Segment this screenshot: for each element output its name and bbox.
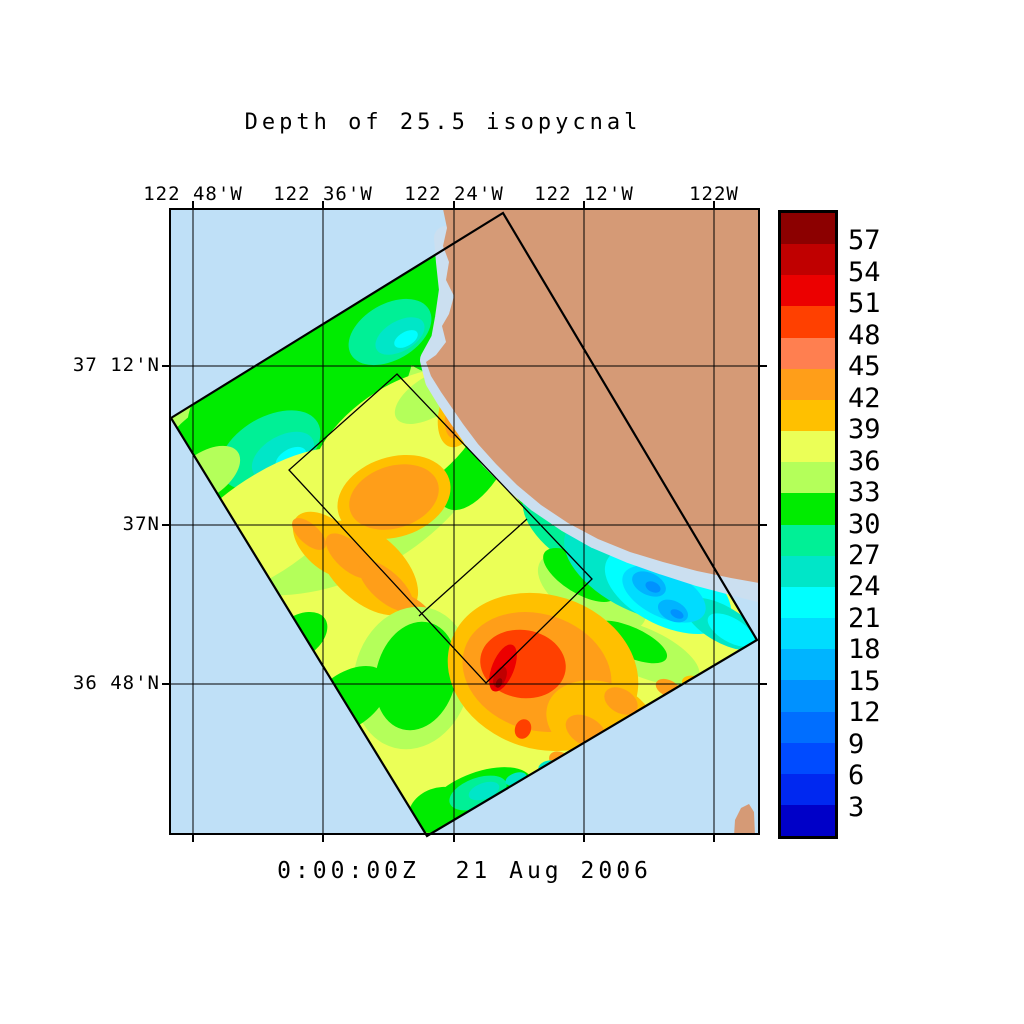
colorbar-segment [781, 244, 835, 276]
x-tick-label: 122 36'W [273, 183, 373, 205]
colorbar-segment [781, 618, 835, 650]
colorbar-segment [781, 742, 835, 774]
survey-divider-line [418, 518, 528, 617]
contour-blob [645, 581, 661, 593]
inner-survey-box [288, 373, 593, 684]
colorbar-tick-label: 15 [848, 665, 881, 697]
colorbar-segment [781, 368, 835, 400]
colorbar-tick-label: 48 [848, 319, 881, 351]
colorbar-tick-label: 57 [848, 225, 881, 257]
colorbar-segment [781, 680, 835, 712]
colorbar-segment [781, 275, 835, 307]
time-caption: 0:00:00Z 21 Aug 2006 [277, 858, 652, 884]
colorbar-tick-label: 12 [848, 697, 881, 729]
colorbar-segment [781, 524, 835, 556]
colorbar-segment [781, 804, 835, 837]
y-tick-label: 36 48'N [72, 672, 160, 694]
axis-ticks [162, 201, 767, 842]
contour-blob [394, 330, 418, 348]
colorbar-segment [781, 493, 835, 525]
colorbar-segment [781, 555, 835, 587]
colorbar-segment [781, 462, 835, 494]
contour-blob [468, 781, 500, 801]
contour-blob [604, 687, 638, 715]
x-tick-label: 122 24'W [404, 183, 504, 205]
contour-blob [495, 678, 503, 688]
colorbar-segment [781, 337, 835, 369]
colorbar-tick-label: 36 [848, 445, 881, 477]
colorbar-segment [781, 773, 835, 805]
colorbar-segment [781, 711, 835, 743]
x-tick-label: 122 48'W [143, 183, 243, 205]
colorbar-tick-label: 3 [848, 791, 865, 823]
colorbar-tick-label: 45 [848, 351, 881, 383]
y-tick-label: 37 12'N [72, 354, 160, 376]
colorbar-tick-label: 9 [848, 728, 865, 760]
colorbar-tick-label: 24 [848, 571, 881, 603]
colorbar-segment [781, 586, 835, 619]
colorbar-tick-label: 33 [848, 477, 881, 509]
plot-frame [169, 208, 760, 835]
colorbar-tick-label: 6 [848, 760, 865, 792]
contour-blob [349, 464, 439, 530]
land-islet [734, 804, 755, 834]
contour-blob [292, 518, 326, 550]
swath-outline [169, 211, 759, 838]
plot-area [170, 209, 759, 834]
contour-blob [374, 621, 458, 731]
colorbar-segment [781, 213, 835, 245]
contour-blob [707, 613, 755, 647]
page-title: Depth of 25.5 isopycnal [244, 110, 642, 135]
colorbar-tick-label: 54 [848, 256, 881, 288]
colorbar-segment [781, 431, 835, 463]
colorbar-tick-label: 30 [848, 508, 881, 540]
colorbar-tick-label: 18 [848, 634, 881, 666]
colorbar-tick-label: 21 [848, 602, 881, 634]
colorbar-segment [781, 649, 835, 681]
x-tick-label: 122 12'W [534, 183, 634, 205]
colorbar-tick-label: 51 [848, 288, 881, 320]
colorbar [778, 210, 838, 839]
colorbar-segment [781, 306, 835, 338]
coastline-land [426, 209, 759, 583]
colorbar-segment [781, 399, 835, 432]
colorbar-tick-label: 42 [848, 382, 881, 414]
contour-blob [514, 719, 532, 739]
y-tick-label: 37N [122, 513, 160, 535]
x-tick-label: 122W [689, 183, 739, 205]
colorbar-tick-label: 39 [848, 414, 881, 446]
gridlines [170, 209, 759, 834]
contour-blob [670, 609, 684, 619]
colorbar-tick-label: 27 [848, 539, 881, 571]
